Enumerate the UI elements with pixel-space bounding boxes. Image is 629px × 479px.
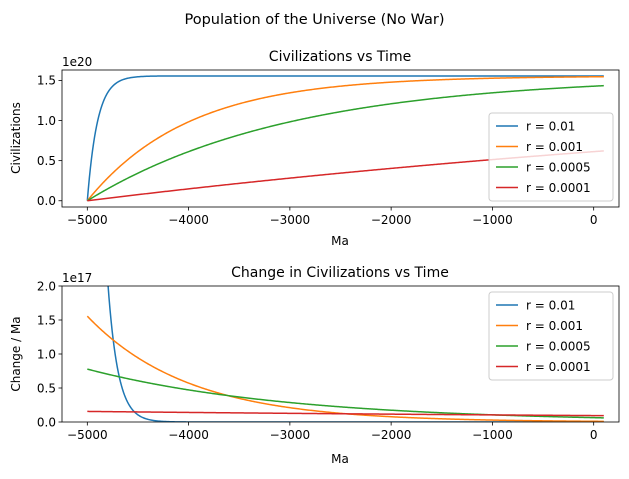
plot-area: −5000 −4000 −3000 −2000 −1000 0 0.0 0.5 1.0 1.5 2.… (37, 279, 620, 442)
y-axis-label: Change / Ma (9, 316, 23, 391)
legend-label: r = 0.01 (526, 298, 575, 312)
y-tick-label: 1.5 (37, 74, 56, 88)
series-line (86, 84, 604, 202)
legend-label: r = 0.0001 (526, 360, 591, 374)
x-tick-label: −1000 (472, 428, 513, 442)
legend-label: r = 0.001 (526, 140, 583, 154)
y-tick-label: 0.0 (37, 415, 56, 429)
legend-label: r = 0.0001 (526, 181, 591, 195)
x-tick-label: −5000 (67, 428, 108, 442)
y-offset-text: 1e20 (62, 55, 92, 69)
change-in-civilizations-chart: Change in Civilizations vs Time 1e17 −50… (9, 265, 620, 466)
x-tick-label: 0 (590, 213, 598, 227)
x-tick-label: −4000 (168, 213, 209, 227)
x-tick-label: 0 (590, 428, 598, 442)
chart-title: Change in Civilizations vs Time (231, 265, 449, 281)
series-line (87, 410, 604, 417)
y-axis-label: Civilizations (9, 102, 23, 174)
x-tick-label: −2000 (371, 428, 412, 442)
chart-title: Civilizations vs Time (269, 49, 411, 65)
y-tick-label: 0.0 (37, 194, 56, 208)
x-tick-label: −5000 (67, 213, 108, 227)
legend: r = 0.01 r = 0.001 r = 0.0005 r = 0.0001 (488, 291, 614, 381)
y-tick-label: 1.0 (37, 347, 56, 361)
legend-label: r = 0.001 (526, 319, 583, 333)
y-tick-label: 1.5 (37, 313, 56, 327)
x-tick-label: −1000 (472, 213, 513, 227)
figure-suptitle: Population of the Universe (No War) (184, 12, 444, 28)
legend-frame (488, 112, 614, 202)
x-tick-label: −2000 (371, 213, 412, 227)
legend-label: r = 0.01 (526, 119, 575, 133)
plot-area: −5000 −4000 −3000 −2000 −1000 0 0.0 0.5 1.0 1.5 r … (37, 69, 620, 227)
y-tick-label: 2.0 (37, 279, 56, 293)
legend-frame (488, 291, 614, 381)
y-tick-label: 1.0 (37, 114, 56, 128)
civilizations-chart: Civilizations vs Time 1e20 −5000 −4000 −30… (9, 49, 620, 248)
x-tick-label: −3000 (270, 213, 311, 227)
legend-label: r = 0.0005 (526, 160, 591, 174)
x-axis-label: Ma (331, 452, 349, 466)
x-tick-label: −4000 (168, 428, 209, 442)
x-tick-label: −3000 (270, 428, 311, 442)
y-offset-text: 1e17 (62, 271, 92, 285)
series-line (86, 75, 604, 201)
y-tick-label: 0.5 (37, 381, 56, 395)
x-axis-label: Ma (331, 234, 349, 248)
y-tick-label: 0.5 (37, 154, 56, 168)
axes-frame (61, 69, 620, 208)
legend: r = 0.01 r = 0.001 r = 0.0005 r = 0.0001 (488, 112, 614, 202)
series-line (86, 75, 604, 202)
legend-label: r = 0.0005 (526, 339, 591, 353)
